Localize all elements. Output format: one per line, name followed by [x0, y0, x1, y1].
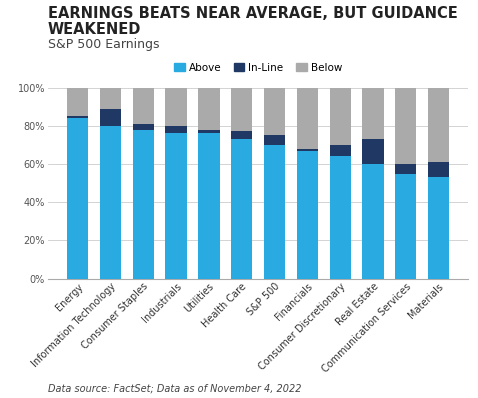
Bar — [231, 131, 252, 139]
Bar — [100, 109, 121, 126]
Bar — [165, 133, 187, 279]
Bar — [264, 135, 285, 145]
Bar — [67, 116, 88, 118]
Bar — [100, 88, 121, 109]
Bar — [395, 88, 416, 164]
Bar — [297, 88, 318, 149]
Bar — [428, 88, 449, 162]
Bar — [165, 88, 187, 126]
Bar — [395, 174, 416, 279]
Text: EARNINGS BEATS NEAR AVERAGE, BUT GUIDANCE: EARNINGS BEATS NEAR AVERAGE, BUT GUIDANC… — [48, 6, 457, 21]
Bar — [198, 130, 219, 133]
Bar — [362, 139, 384, 164]
Bar — [198, 133, 219, 279]
Bar — [428, 162, 449, 178]
Bar — [297, 149, 318, 150]
Bar — [231, 88, 252, 131]
Bar — [165, 126, 187, 133]
Bar — [132, 130, 154, 279]
Bar — [329, 156, 351, 279]
Bar — [329, 145, 351, 156]
Bar — [132, 88, 154, 124]
Legend: Above, In-Line, Below: Above, In-Line, Below — [170, 59, 346, 77]
Text: S&P 500 Earnings: S&P 500 Earnings — [48, 38, 159, 51]
Bar — [264, 145, 285, 279]
Bar — [264, 88, 285, 135]
Bar — [329, 88, 351, 145]
Bar — [198, 88, 219, 130]
Bar — [132, 124, 154, 130]
Bar — [100, 126, 121, 279]
Bar — [67, 88, 88, 116]
Bar — [231, 139, 252, 279]
Bar — [395, 164, 416, 174]
Bar — [428, 178, 449, 279]
Bar — [297, 150, 318, 279]
Text: WEAKENED: WEAKENED — [48, 22, 141, 37]
Bar — [362, 88, 384, 139]
Bar — [67, 118, 88, 279]
Bar — [362, 164, 384, 279]
Text: Data source: FactSet; Data as of November 4, 2022: Data source: FactSet; Data as of Novembe… — [48, 383, 301, 393]
